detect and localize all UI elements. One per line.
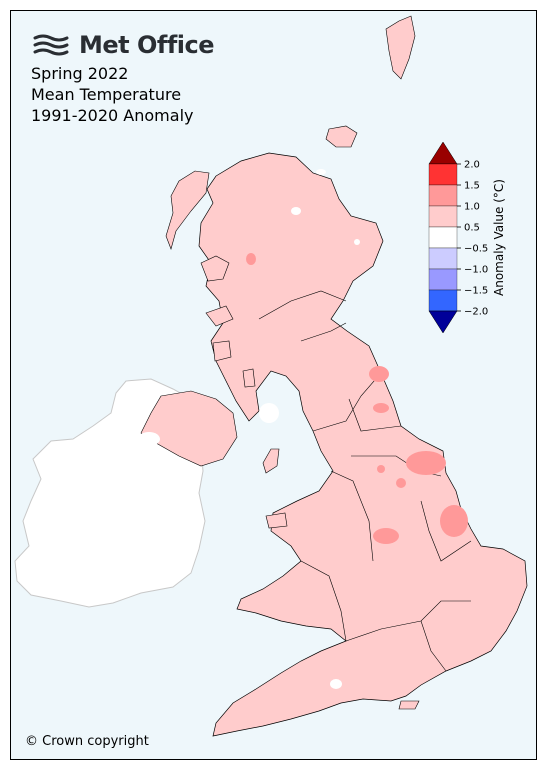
colorbar: 2.0 1.5 1.0 0.5 −0.5 −1.0 −1.5 −2.0 Anomaly Valu… bbox=[428, 141, 506, 334]
northern-ireland-region bbox=[140, 390, 238, 467]
colorbar-tick-label: −1.5 bbox=[464, 286, 488, 297]
colorbar-bin bbox=[428, 184, 458, 207]
colorbar-bin bbox=[428, 247, 458, 270]
colorbar-tick-label: −1.0 bbox=[464, 265, 488, 276]
map-frame: 2.0 1.5 1.0 0.5 −0.5 −1.0 −1.5 −2.0 Anomaly Valu… bbox=[10, 10, 537, 760]
colorbar-bin bbox=[428, 226, 458, 249]
copyright-notice: © Crown copyright bbox=[25, 734, 149, 749]
region-boundaries bbox=[258, 290, 472, 672]
great-britain-landmass bbox=[198, 152, 528, 737]
colorbar-tick-label: 0.5 bbox=[464, 223, 480, 234]
islands bbox=[165, 15, 420, 710]
colorbar-bin bbox=[428, 163, 458, 186]
title-baseline: 1991-2020 Anomaly bbox=[31, 106, 194, 125]
skye bbox=[200, 255, 230, 282]
colorbar-tick-label: −2.0 bbox=[464, 307, 488, 318]
met-office-logo: Met Office bbox=[33, 31, 215, 59]
colorbar-tick-label: 1.0 bbox=[464, 202, 480, 213]
colorbar-bin bbox=[428, 289, 458, 312]
lewis bbox=[165, 170, 210, 250]
colorbar-tick-label: −0.5 bbox=[464, 244, 488, 255]
colorbar-tick-label: 1.5 bbox=[464, 181, 480, 192]
anomaly-map: 2.0 1.5 1.0 0.5 −0.5 −1.0 −1.5 −2.0 Anomaly Valu… bbox=[14, 15, 528, 737]
near-normal-patches bbox=[138, 169, 360, 689]
colorbar-bin bbox=[428, 268, 458, 291]
islay bbox=[212, 340, 232, 362]
colorbar-bin bbox=[428, 205, 458, 228]
arran bbox=[242, 368, 256, 388]
colorbar-tick-label: 2.0 bbox=[464, 160, 480, 171]
met-office-wave-icon bbox=[33, 34, 69, 56]
colorbar-under-arrow bbox=[428, 310, 458, 334]
title-season: Spring 2022 bbox=[31, 64, 129, 83]
colorbar-title: Anomaly Value (°C) bbox=[492, 179, 506, 296]
brand-name: Met Office bbox=[79, 31, 215, 59]
isle-of-wight bbox=[398, 700, 420, 710]
orkney bbox=[325, 125, 358, 148]
mull bbox=[205, 305, 234, 327]
shetland bbox=[385, 15, 416, 80]
isle-of-man bbox=[262, 448, 280, 474]
title-variable: Mean Temperature bbox=[31, 85, 182, 104]
warmer-anomaly-patches bbox=[246, 253, 468, 544]
anglesey bbox=[265, 512, 288, 529]
map-title: Spring 2022 Mean Temperature 1991-2020 A… bbox=[31, 63, 193, 126]
colorbar-over-arrow bbox=[428, 141, 458, 165]
